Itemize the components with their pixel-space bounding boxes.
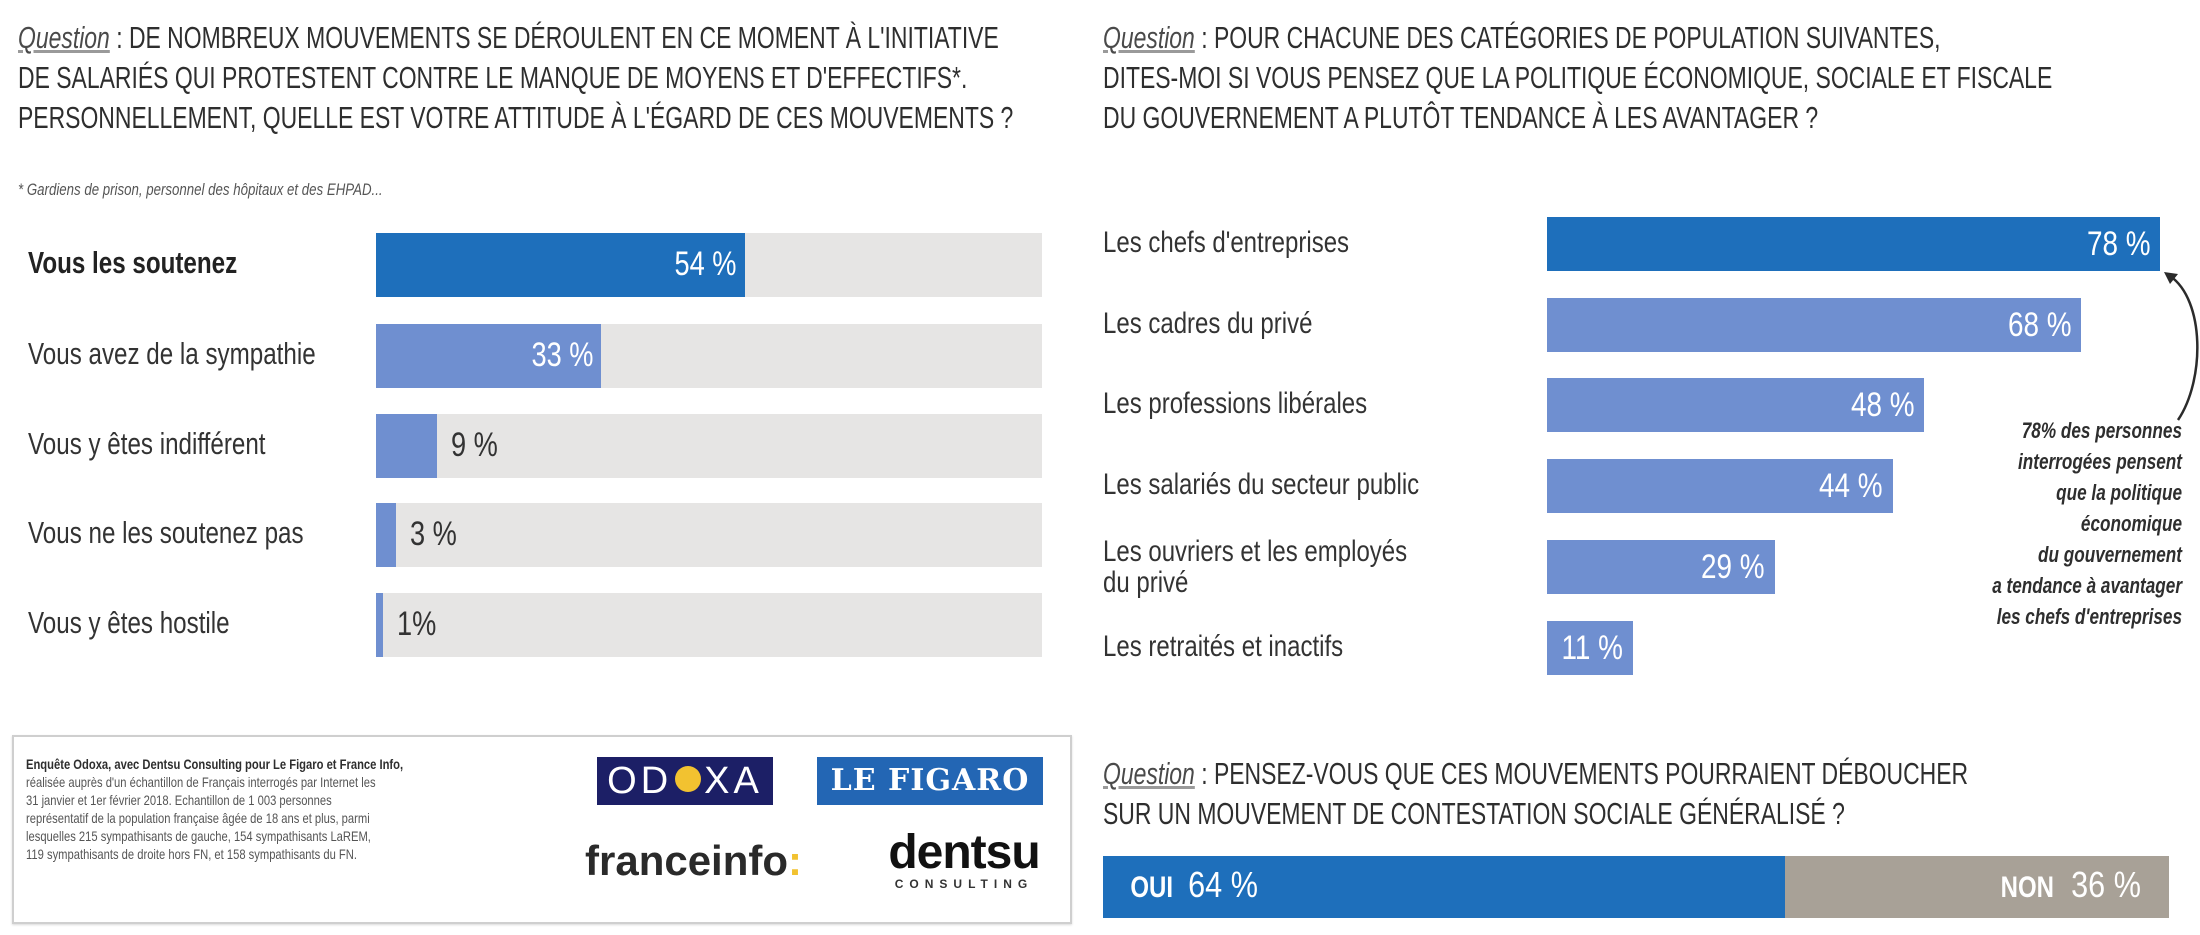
bar [1547, 459, 1893, 513]
value-label: 9 % [451, 426, 499, 464]
odoxa-logo: OD XA [597, 757, 773, 805]
category-label: Vous avez de la sympathie [28, 336, 316, 371]
annotation-line: 78% des personnes [2021, 418, 2182, 443]
left-question-line-3: PERSONNELLEMENT, QUELLE EST VOTRE ATTITU… [18, 100, 1014, 135]
left-question-line-1: Question : DE NOMBREUX MOUVEMENTS SE DÉR… [18, 20, 999, 55]
category-label: Les ouvriers et les employés du privé [1103, 536, 1407, 598]
bottom-question-line-2: SUR UN MOUVEMENT DE CONTESTATION SOCIALE… [1103, 796, 1845, 831]
category-label-line: Les chefs d'entreprises [1103, 226, 1350, 259]
category-label-line: Les cadres du privé [1103, 307, 1313, 340]
value-label: 54 % [674, 245, 737, 283]
annotation-text: 78% des personnes interrogées pensent qu… [1822, 415, 2182, 632]
category-label: Les professions libérales [1103, 388, 1367, 419]
category-label-line: Les salariés du secteur public [1103, 468, 1420, 501]
bottom-question: Question : PENSEZ-VOUS QUE CES MOUVEMENT… [1103, 754, 2200, 834]
value-label: 29 % [1701, 548, 1765, 586]
source-lead: Enquête Odoxa, avec Dentsu Consulting po… [26, 756, 404, 772]
source-line: lesquelles 215 sympathisants de gauche, … [26, 828, 371, 844]
right-question-line-3: DU GOUVERNEMENT A PLUTÔT TENDANCE À LES … [1103, 100, 1819, 135]
left-question: Question : DE NOMBREUX MOUVEMENTS SE DÉR… [18, 18, 1363, 138]
right-question-line-1: Question : POUR CHACUNE DES CATÉGORIES D… [1103, 20, 1941, 55]
left-question-line-2: DE SALARIÉS QUI PROTESTENT CONTRE LE MAN… [18, 60, 968, 95]
bar [1547, 217, 2161, 271]
annotation-line: les chefs d'entreprises [1996, 604, 2182, 629]
source-box: Enquête Odoxa, avec Dentsu Consulting po… [12, 735, 1072, 924]
category-label: Les chefs d'entreprises [1103, 227, 1349, 258]
question-prefix: Question [1103, 756, 1195, 791]
annotation-line: économique [2080, 511, 2182, 536]
category-label-line: du privé [1103, 566, 1189, 599]
bar [1547, 298, 2082, 352]
category-label: Les cadres du privé [1103, 308, 1312, 339]
oui-non-stacked-bar: OUI 64 % NON 36 % [1103, 856, 2169, 918]
bar-track [376, 414, 1042, 478]
value-label: 11 % [1561, 629, 1624, 667]
bar-track [376, 503, 1042, 567]
annotation-arrow [2164, 272, 2199, 421]
bar [1547, 621, 1634, 675]
value-label: 33 % [531, 336, 594, 374]
value-label: 78 % [2086, 225, 2151, 263]
value-label: 44 % [1819, 467, 1883, 505]
category-label: Les retraités et inactifs [1103, 631, 1343, 662]
category-label: Vous y êtes hostile [28, 605, 230, 640]
oui-label: OUI 64 % [1130, 864, 1259, 905]
franceinfo-logo: franceinfo: [585, 837, 803, 884]
bar [376, 414, 438, 478]
category-label-line: Les ouvriers et les employés [1103, 535, 1408, 568]
bar [376, 233, 745, 297]
le-figaro-logo: LE FIGARO [817, 757, 1043, 805]
category-label: Les salariés du secteur public [1103, 469, 1419, 500]
odoxa-dot-icon [675, 765, 702, 792]
non-label: NON 36 % [2000, 864, 2141, 905]
right-question: Question : POUR CHACUNE DES CATÉGORIES D… [1103, 18, 2200, 138]
source-line: réalisée auprès d'un échantillon de Fran… [26, 774, 376, 790]
annotation-line: interrogées pensent [2017, 449, 2182, 474]
value-label: 48 % [1850, 386, 1915, 424]
category-label-line: Les retraités et inactifs [1103, 630, 1344, 663]
bar [376, 593, 383, 657]
annotation-line: du gouvernement [2038, 542, 2182, 567]
bar [1547, 378, 1925, 432]
category-label: Vous y êtes indifférent [28, 426, 266, 461]
value-label: 68 % [2007, 306, 2072, 344]
category-label: Vous les soutenez [28, 245, 238, 280]
annotation-line: a tendance à avantager [1992, 573, 2182, 598]
bar [376, 503, 397, 567]
right-question-line-2: DITES-MOI SI VOUS PENSEZ QUE LA POLITIQU… [1103, 60, 2053, 95]
question-prefix: Question [1103, 20, 1195, 55]
bar [1547, 540, 1775, 594]
source-line: 119 sympathisants de droite hors FN, et … [26, 846, 357, 862]
category-label: Vous ne les soutenez pas [28, 515, 304, 550]
question-prefix: Question [18, 20, 110, 55]
bottom-question-line-1: Question : PENSEZ-VOUS QUE CES MOUVEMENT… [1103, 756, 1969, 791]
source-line: représentatif de la population française… [26, 810, 370, 826]
source-text: Enquête Odoxa, avec Dentsu Consulting po… [26, 755, 546, 863]
non-segment [1785, 856, 2169, 918]
bar-track [376, 593, 1042, 657]
footnote: * Gardiens de prison, personnel des hôpi… [18, 180, 383, 199]
oui-segment [1103, 856, 1786, 918]
annotation-line: que la politique [2056, 480, 2182, 505]
value-label: 3 % [410, 515, 458, 553]
value-label: 1% [396, 605, 437, 643]
bar [376, 324, 602, 388]
source-line: 31 janvier et 1er février 2018. Echantil… [26, 792, 332, 808]
dentsu-consulting-logo: dentsu CONSULTING [888, 826, 1040, 892]
category-label-line: Les professions libérales [1103, 387, 1368, 420]
